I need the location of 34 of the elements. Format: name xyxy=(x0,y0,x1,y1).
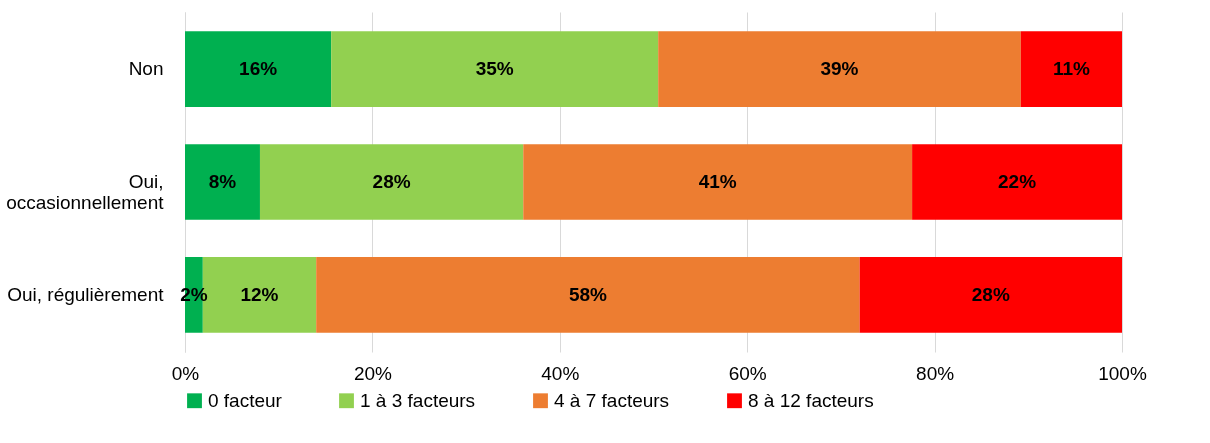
bar xyxy=(912,144,1122,220)
data-label: 16% xyxy=(239,58,278,80)
bar xyxy=(331,31,659,107)
data-label: 41% xyxy=(698,171,737,192)
x-tick-label: 0% xyxy=(171,362,200,384)
legend-label: 8 à 12 facteurs xyxy=(748,389,874,411)
bar xyxy=(259,144,524,220)
data-label: 11% xyxy=(1052,58,1090,80)
bar xyxy=(1020,31,1122,107)
x-tick-label: 100% xyxy=(1098,362,1147,384)
y-tick-label: Oui, régulièrement xyxy=(7,283,165,305)
data-label: 58% xyxy=(568,283,608,305)
data-label: 12% xyxy=(240,283,279,305)
data-label: 28% xyxy=(372,171,411,192)
bar xyxy=(523,144,913,220)
data-label: 22% xyxy=(998,171,1037,192)
x-tick-label: 20% xyxy=(353,362,393,384)
x-tick-label: 60% xyxy=(728,362,767,384)
data-label: 35% xyxy=(475,58,514,80)
bar xyxy=(316,257,860,333)
bar xyxy=(859,257,1122,333)
x-tick-label: 80% xyxy=(916,362,955,384)
x-tick-label: 40% xyxy=(541,362,580,384)
data-label: 28% xyxy=(971,283,1010,305)
bar xyxy=(185,31,332,107)
legend-label: 1 à 3 facteurs xyxy=(360,389,476,411)
legend-label: 4 à 7 facteurs xyxy=(554,389,670,411)
data-label: 8% xyxy=(208,171,237,192)
y-tick-label: Non xyxy=(128,58,164,80)
y-tick-label: Oui, occasionnellement xyxy=(6,171,165,213)
bar xyxy=(658,31,1021,107)
data-label: 39% xyxy=(820,58,859,80)
legend-label: 0 facteur xyxy=(208,389,283,411)
bar xyxy=(185,144,260,220)
